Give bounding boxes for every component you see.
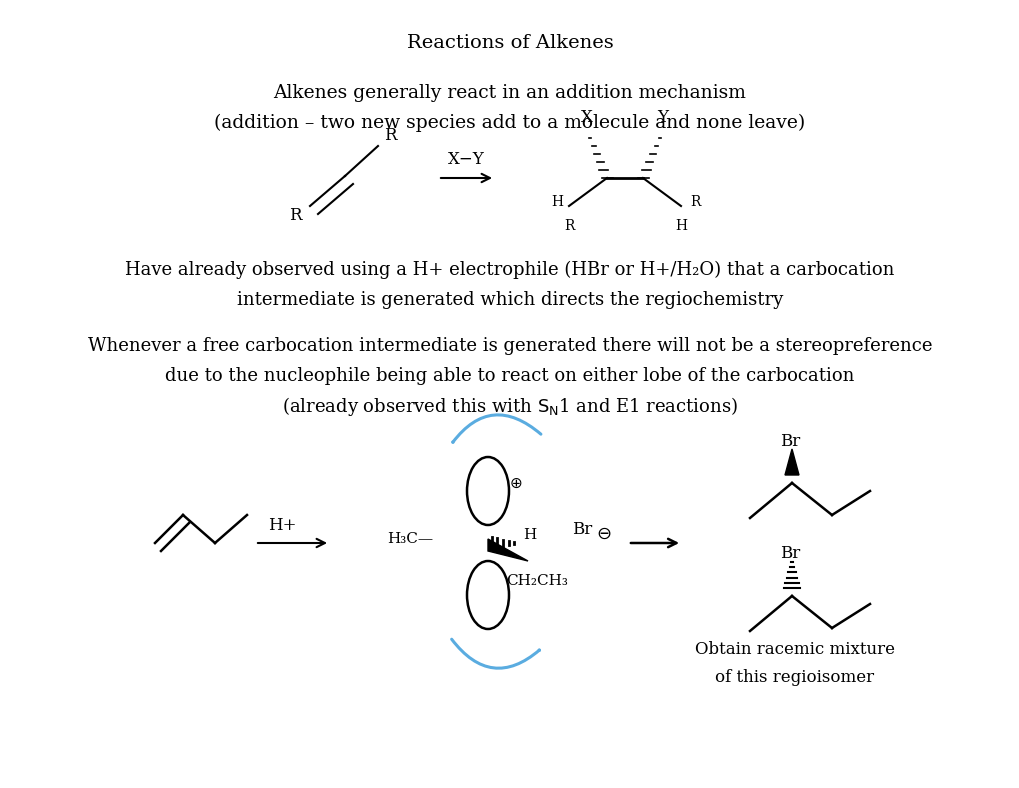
- Text: due to the nucleophile being able to react on either lobe of the carbocation: due to the nucleophile being able to rea…: [165, 367, 854, 385]
- FancyArrowPatch shape: [451, 639, 539, 668]
- Text: R: R: [383, 128, 395, 144]
- Text: Have already observed using a H+ electrophile (HBr or H+/H₂O) that a carbocation: Have already observed using a H+ electro…: [125, 261, 894, 279]
- Text: X−Y: X−Y: [447, 151, 484, 169]
- Text: Reactions of Alkenes: Reactions of Alkenes: [407, 34, 612, 52]
- Text: X: X: [581, 110, 592, 127]
- Text: H+: H+: [268, 518, 296, 534]
- Text: CH₂CH₃: CH₂CH₃: [505, 574, 568, 588]
- Text: H: H: [523, 528, 536, 542]
- Text: Obtain racemic mixture: Obtain racemic mixture: [694, 641, 894, 659]
- Text: Alkenes generally react in an addition mechanism: Alkenes generally react in an addition m…: [273, 84, 746, 102]
- FancyArrowPatch shape: [452, 414, 540, 442]
- Polygon shape: [487, 539, 528, 561]
- Text: H: H: [550, 195, 562, 209]
- Text: R: R: [564, 219, 574, 233]
- Text: Br: Br: [572, 522, 591, 538]
- Polygon shape: [785, 449, 798, 475]
- Text: H: H: [675, 219, 687, 233]
- Text: Br: Br: [780, 433, 799, 449]
- Text: Br: Br: [780, 545, 799, 563]
- Text: (already observed this with $\mathrm{S_N}$1 and E1 reactions): (already observed this with $\mathrm{S_N…: [281, 395, 738, 418]
- Text: Whenever a free carbocation intermediate is generated there will not be a stereo: Whenever a free carbocation intermediate…: [88, 337, 931, 355]
- Text: ⊖: ⊖: [595, 525, 610, 543]
- Text: (addition – two new species add to a molecule and none leave): (addition – two new species add to a mol…: [214, 114, 805, 132]
- Text: Y: Y: [657, 110, 667, 127]
- Text: H₃C—: H₃C—: [386, 532, 433, 546]
- Text: ⊕: ⊕: [510, 475, 522, 490]
- Text: of this regioisomer: of this regioisomer: [714, 670, 873, 686]
- Text: intermediate is generated which directs the regiochemistry: intermediate is generated which directs …: [236, 291, 783, 309]
- Text: R: R: [288, 207, 301, 225]
- Text: R: R: [689, 195, 699, 209]
